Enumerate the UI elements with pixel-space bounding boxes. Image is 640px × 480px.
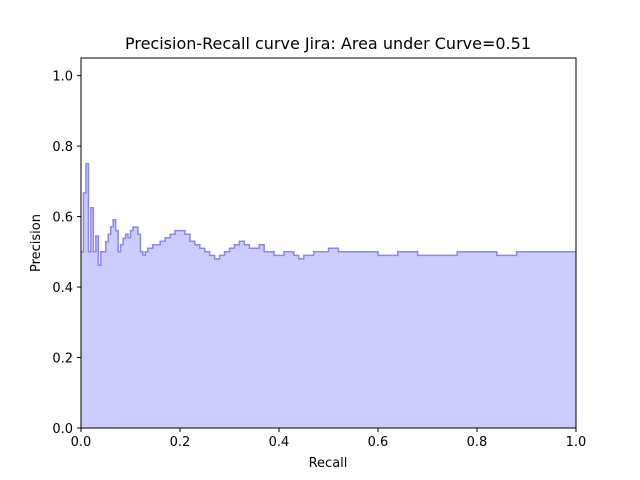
x-tick-label: 1.0 [566,435,587,450]
pr-area-fill [81,163,576,428]
x-tick-label: 0.8 [467,435,488,450]
x-axis-label: Recall [309,456,348,471]
plot-area [81,162,576,428]
pr-curve-line [81,162,576,266]
x-tick-label: 0.6 [368,435,389,450]
chart-title: Precision-Recall curve Jira: Area under … [125,34,531,53]
axes-frame [80,57,577,429]
y-axis-label: Precision [29,214,44,272]
y-tick-label: 0.0 [52,422,73,437]
x-tick-label: 0.4 [269,435,290,450]
y-tick-label: 0.6 [52,211,73,226]
y-tick-label: 0.8 [52,140,73,155]
y-tick-label: 1.0 [52,70,73,85]
y-tick-label: 0.4 [52,281,73,296]
y-tick-label: 0.2 [52,352,73,367]
x-tick-label: 0.2 [170,435,191,450]
axes: 0.0 0.2 0.4 0.6 0.8 1.0 0.0 0.2 0.4 0.6 0.8 1.0 [52,57,587,450]
x-tick-label: 0.0 [71,435,92,450]
